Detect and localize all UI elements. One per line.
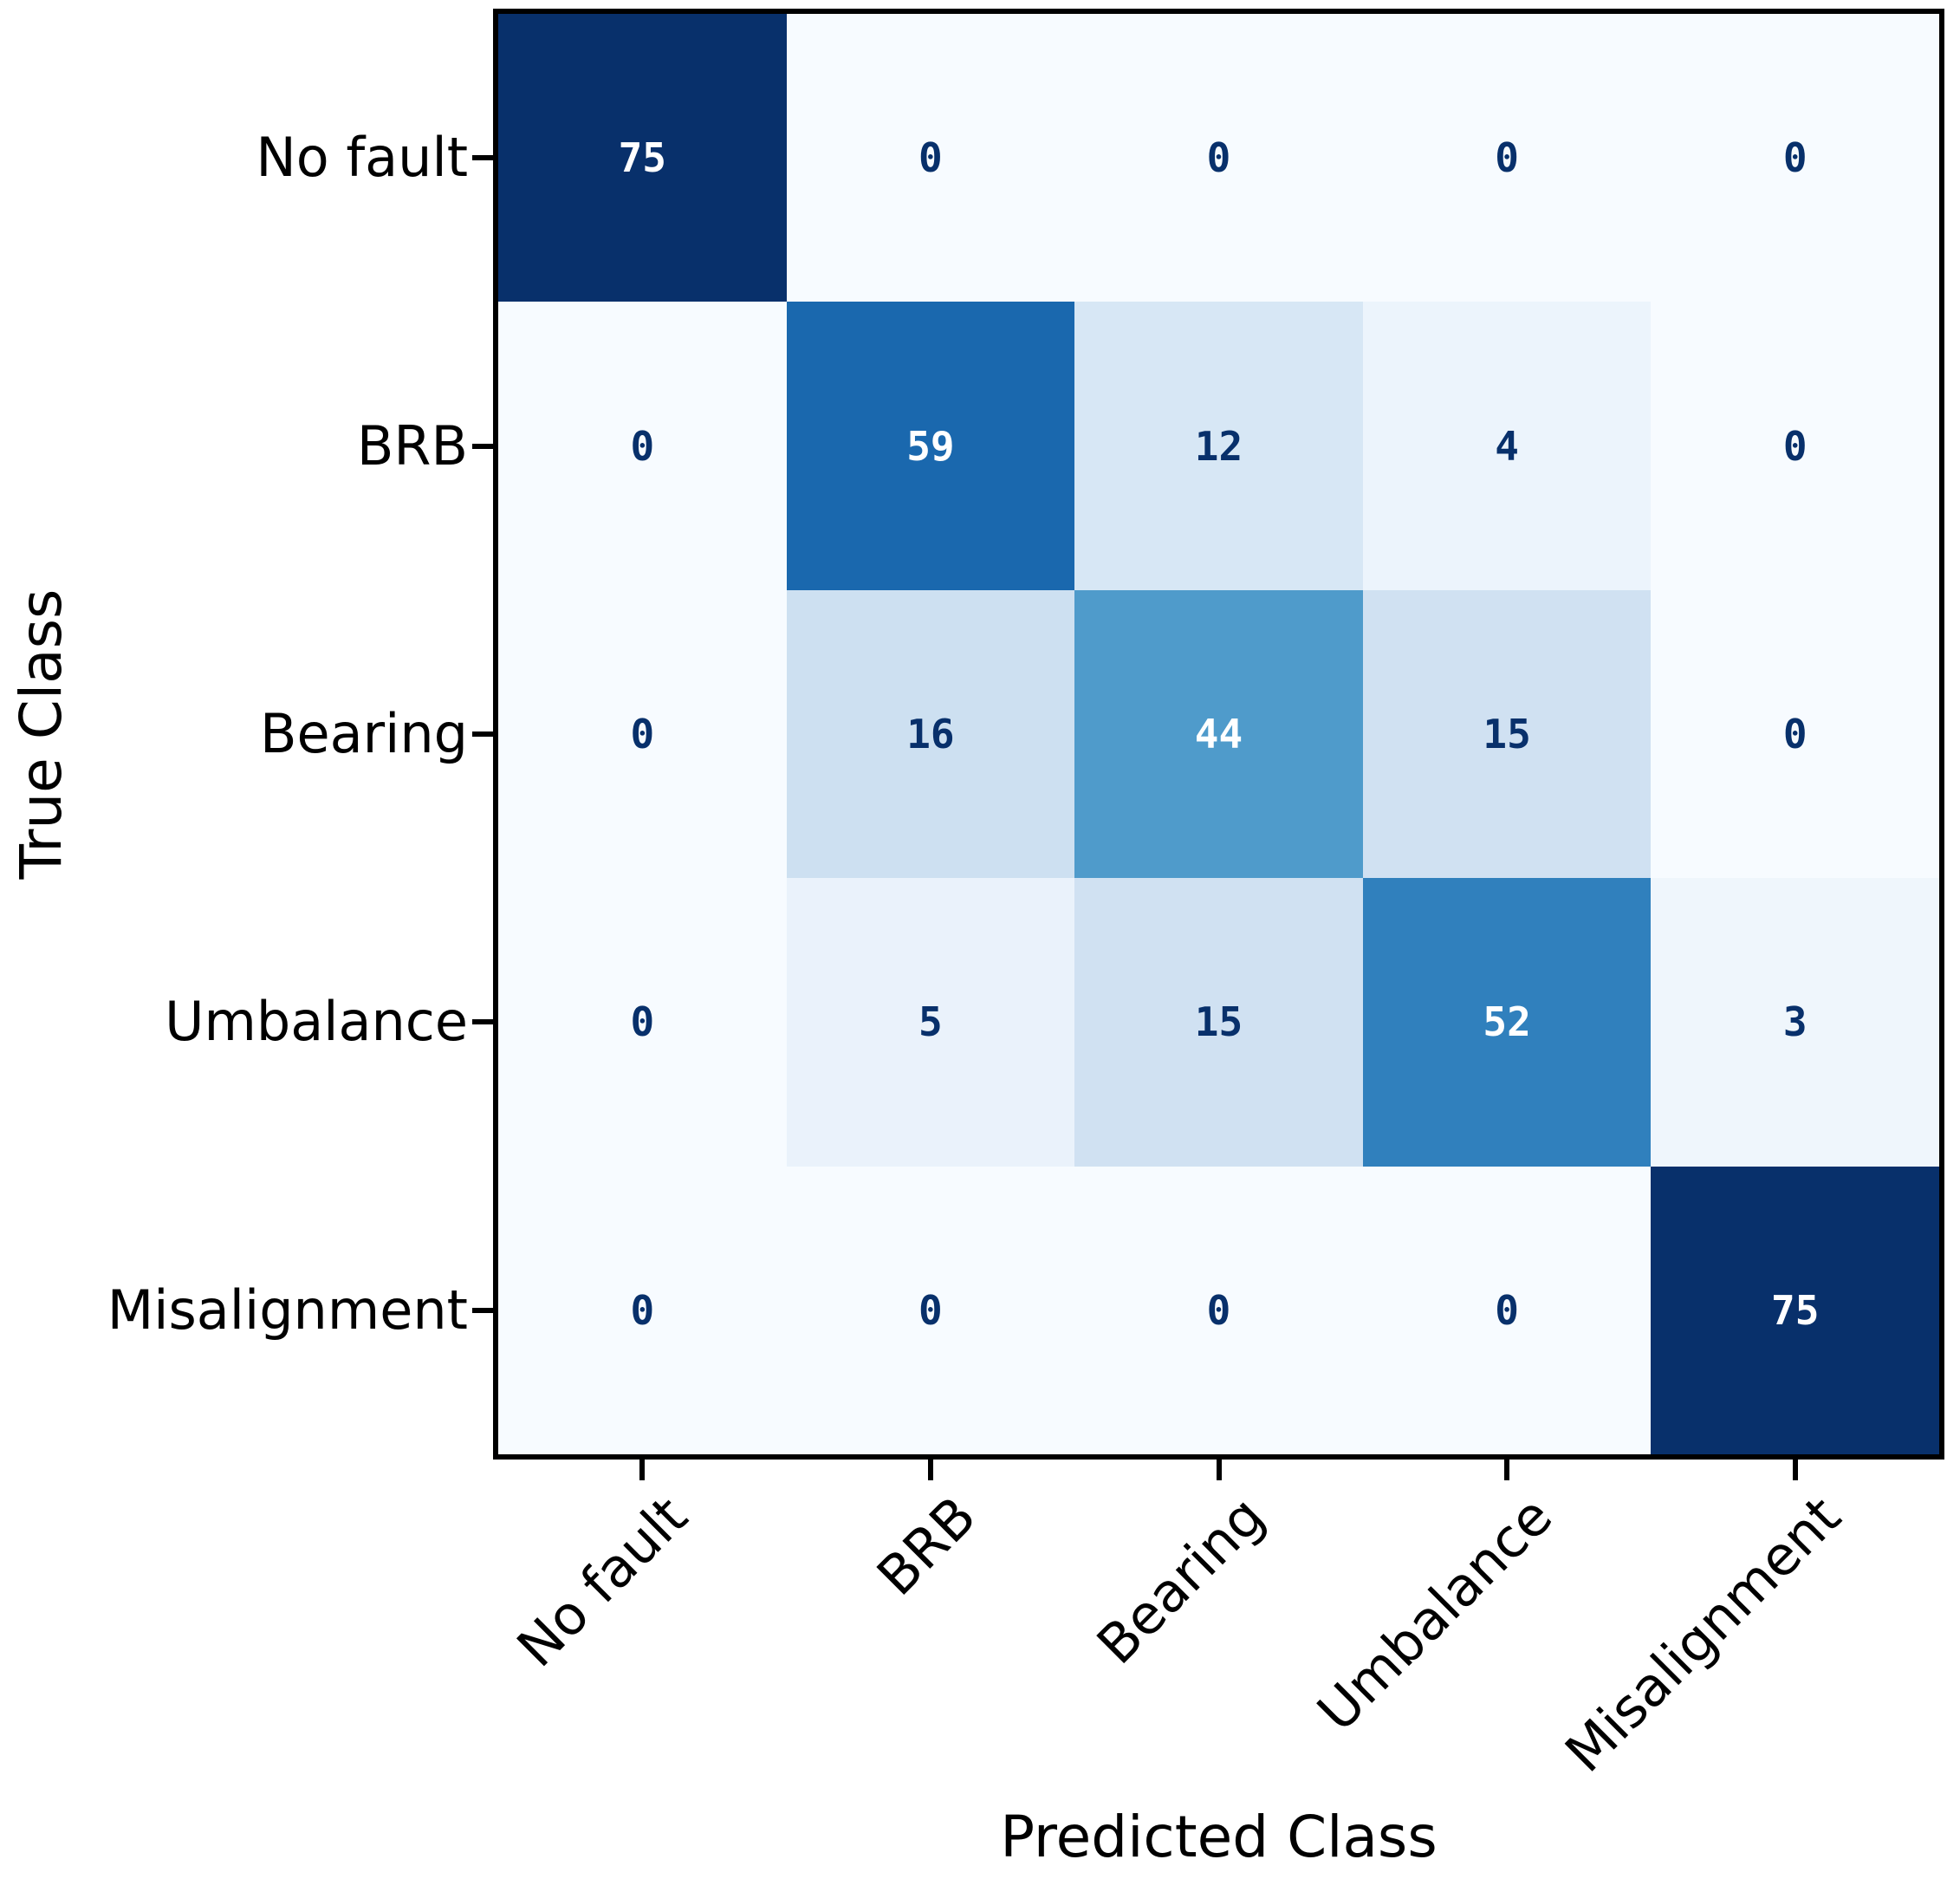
cell-value: 0 (1782, 422, 1807, 470)
cell-value: 0 (1782, 134, 1807, 182)
matrix-cell-3-3: 52 (1362, 878, 1652, 1167)
matrix-cell-1-1: 59 (786, 302, 1075, 590)
cell-value: 0 (1782, 710, 1807, 757)
cell-value: 0 (1206, 134, 1231, 182)
x-tick-mark-0 (639, 1460, 646, 1480)
y-tick-label-3: Umbalance (165, 990, 468, 1054)
matrix-cell-2-3: 15 (1362, 589, 1652, 879)
cell-value: 15 (1194, 998, 1243, 1046)
x-axis-title: Predicted Class (1000, 1804, 1438, 1870)
matrix-cell-3-2: 15 (1074, 878, 1363, 1167)
matrix-cell-3-4: 3 (1651, 878, 1939, 1167)
heatmap-grid: 75 0 0 0 0 0 59 12 4 0 0 16 44 15 0 0 5 15 52 3 0 0 0 0 75 (498, 14, 1939, 1454)
matrix-cell-1-0: 0 (498, 302, 787, 590)
cell-value: 75 (618, 134, 666, 182)
cell-value: 0 (918, 134, 943, 182)
matrix-cell-2-4: 0 (1651, 589, 1939, 879)
matrix-cell-3-0: 0 (498, 878, 787, 1167)
y-tick-mark-2 (472, 731, 493, 737)
cell-value: 15 (1483, 710, 1531, 757)
cell-value: 5 (918, 998, 943, 1046)
cell-value: 0 (1495, 1286, 1519, 1334)
cell-value: 0 (630, 1286, 655, 1334)
y-tick-mark-0 (472, 155, 493, 161)
matrix-cell-1-4: 0 (1651, 302, 1939, 590)
cell-value: 3 (1782, 998, 1807, 1046)
matrix-cell-2-2: 44 (1074, 589, 1363, 879)
matrix-cell-4-2: 0 (1074, 1166, 1363, 1454)
cell-value: 59 (906, 422, 955, 470)
matrix-cell-1-2: 12 (1074, 302, 1363, 590)
matrix-cell-2-1: 16 (786, 589, 1075, 879)
y-tick-mark-3 (472, 1019, 493, 1025)
x-tick-mark-1 (927, 1460, 933, 1480)
x-tick-mark-3 (1504, 1460, 1510, 1480)
cell-value: 0 (630, 422, 655, 470)
y-tick-mark-4 (472, 1307, 493, 1313)
cell-value: 52 (1483, 998, 1531, 1046)
matrix-cell-0-2: 0 (1074, 14, 1363, 302)
matrix-cell-0-4: 0 (1651, 14, 1939, 302)
cell-value: 4 (1495, 422, 1519, 470)
cell-value: 75 (1771, 1286, 1820, 1334)
matrix-cell-2-0: 0 (498, 589, 787, 879)
matrix-cell-4-1: 0 (786, 1166, 1075, 1454)
matrix-cell-1-3: 4 (1362, 302, 1652, 590)
matrix-cell-0-0: 75 (498, 14, 787, 302)
y-tick-mark-1 (472, 443, 493, 449)
y-tick-label-0: No fault (256, 126, 468, 190)
matrix-cell-4-4: 75 (1651, 1166, 1939, 1454)
y-tick-label-2: Bearing (259, 702, 468, 765)
cell-value: 44 (1194, 710, 1243, 757)
plot-area: 75 0 0 0 0 0 59 12 4 0 0 16 44 15 0 0 5 15 52 3 0 0 0 0 75 (493, 9, 1944, 1460)
cell-value: 0 (630, 998, 655, 1046)
cell-value: 12 (1194, 422, 1243, 470)
x-tick-mark-4 (1792, 1460, 1798, 1480)
x-tick-mark-2 (1216, 1460, 1222, 1480)
cell-value: 0 (1495, 134, 1519, 182)
matrix-cell-3-1: 5 (786, 878, 1075, 1167)
y-tick-label-1: BRB (356, 413, 468, 478)
cell-value: 0 (918, 1286, 943, 1334)
matrix-cell-4-3: 0 (1362, 1166, 1652, 1454)
matrix-cell-0-1: 0 (786, 14, 1075, 302)
matrix-cell-0-3: 0 (1362, 14, 1652, 302)
y-tick-label-4: Misalignment (107, 1278, 468, 1342)
cell-value: 0 (630, 710, 655, 757)
cell-value: 16 (906, 710, 955, 757)
cell-value: 0 (1206, 1286, 1231, 1334)
matrix-cell-4-0: 0 (498, 1166, 787, 1454)
y-axis-title: True Class (8, 588, 75, 880)
